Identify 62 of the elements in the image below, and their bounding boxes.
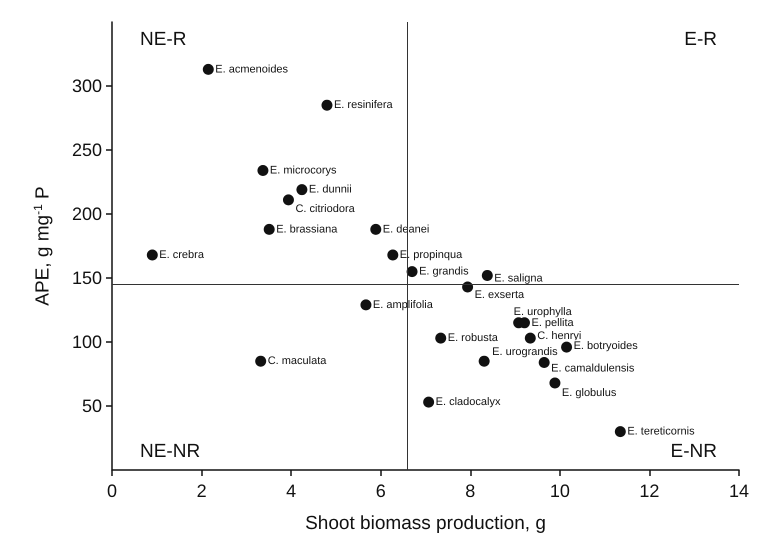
point (202, 64, 214, 75)
annotation: E. urophylla (514, 306, 573, 318)
annotation: E. robusta (448, 332, 499, 344)
point (406, 266, 418, 278)
annotation: E-NR (670, 441, 717, 462)
x-tick-label: 2 (196, 481, 207, 501)
point (435, 332, 446, 344)
point (482, 270, 493, 281)
annotation: NE-R (140, 29, 186, 50)
y-tick-label: 250 (72, 140, 102, 160)
annotation: E. exserta (474, 288, 525, 301)
annotation: C. citriodora (295, 202, 356, 215)
y-tick-label: 50 (82, 396, 102, 416)
annotation: E. resinifera (334, 99, 394, 112)
point (549, 377, 560, 388)
point (146, 249, 158, 260)
annotation: NE-NR (140, 441, 200, 462)
annotation: E. microcorys (270, 164, 338, 176)
point (423, 396, 434, 408)
point (538, 356, 550, 368)
annotation: E. urograndis (492, 346, 558, 358)
point (478, 356, 490, 367)
annotation: E. camaldulensis (551, 362, 635, 374)
y-tick-label: 300 (72, 76, 102, 96)
annotation: C. maculata (268, 355, 328, 368)
x-tick-label: 6 (376, 481, 386, 501)
annotation: E. acmenoides (215, 63, 289, 76)
x-tick-label: 10 (550, 481, 570, 501)
annotation: E. globulus (562, 386, 617, 399)
point (257, 164, 268, 176)
y-tick-label: 100 (72, 332, 102, 352)
x-tick-label: 12 (639, 481, 660, 501)
annotation: E. saligna (494, 272, 544, 284)
point (296, 184, 308, 196)
x-tick-label: 0 (106, 481, 118, 501)
point (321, 100, 332, 111)
point (614, 426, 626, 438)
annotation: E-R (684, 29, 717, 50)
annotation: E. tereticornis (627, 426, 696, 438)
annotation: E. dunnii (308, 184, 352, 196)
point (255, 356, 266, 367)
annotation: E. brassiana (276, 223, 338, 236)
y-tick-label: 150 (72, 268, 102, 288)
y-axis-title: APE, g mg-1 P (31, 186, 54, 306)
point (561, 342, 572, 353)
annotation: C. henryi (537, 330, 582, 342)
point (264, 224, 275, 235)
point (387, 249, 398, 260)
annotation: E. pellita (531, 316, 575, 329)
annotation: E. crebra (159, 248, 205, 261)
x-tick-label: 4 (286, 481, 296, 501)
y-tick-label: 200 (72, 204, 102, 224)
point (524, 332, 536, 344)
x-tick-label: 8 (465, 481, 476, 501)
x-axis-title: Shoot biomass production, g (305, 513, 546, 534)
point (370, 224, 382, 235)
point (360, 299, 372, 310)
x-tick-label: 14 (728, 481, 750, 501)
point (282, 194, 294, 206)
annotation: E. cladocalyx (436, 396, 501, 408)
annotation: E. grandis (419, 266, 470, 278)
annotation: E. botryoides (574, 340, 638, 352)
